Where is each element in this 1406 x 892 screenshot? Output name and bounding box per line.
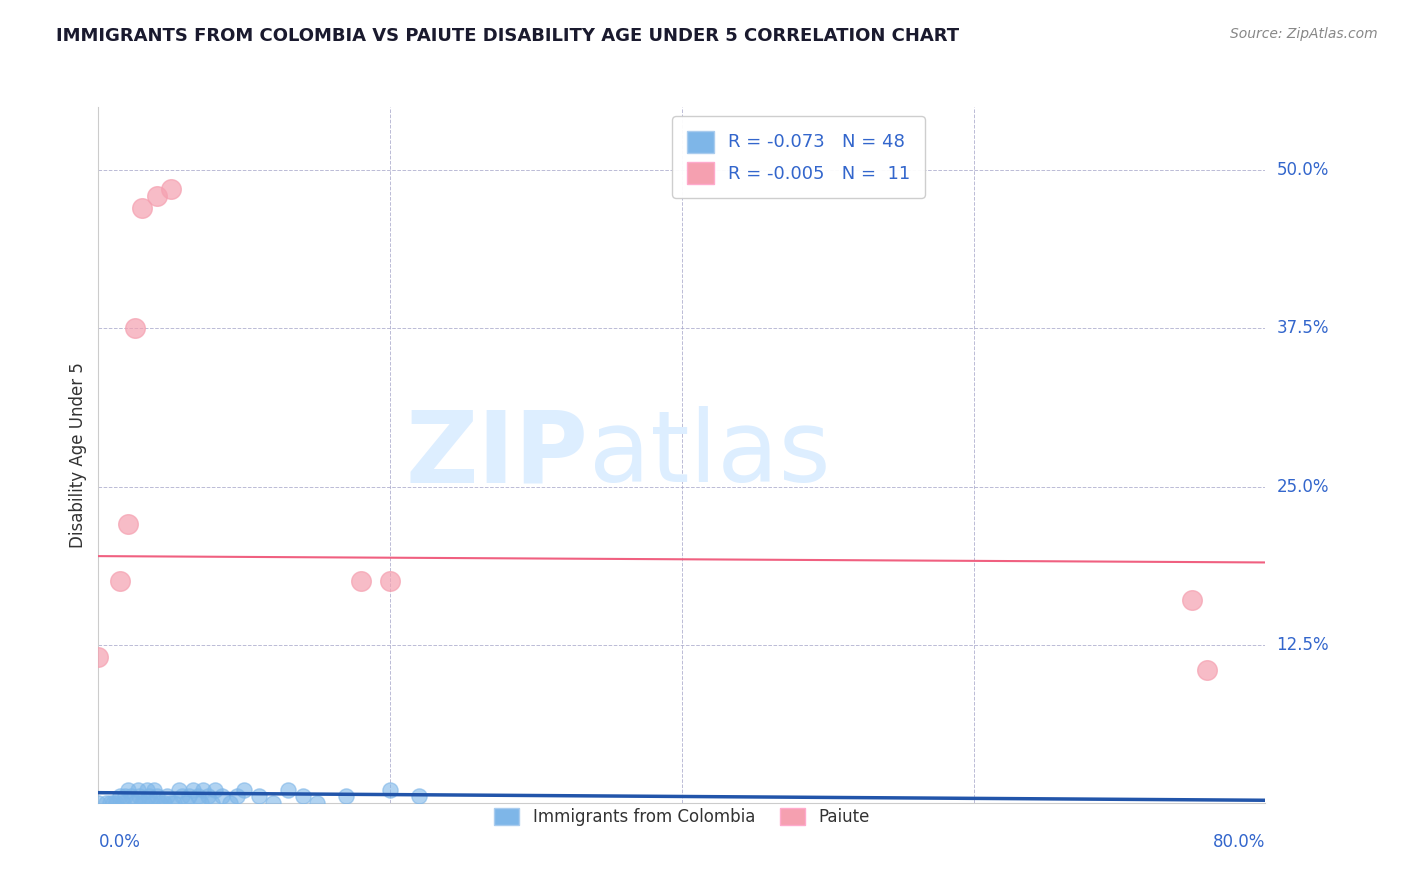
Point	[138, 789, 160, 804]
Text: atlas: atlas	[589, 407, 830, 503]
Point	[170, 789, 193, 804]
Point	[87, 650, 110, 665]
Point	[146, 188, 169, 202]
Point	[112, 796, 135, 810]
Text: Source: ZipAtlas.com: Source: ZipAtlas.com	[1230, 27, 1378, 41]
Text: ZIP: ZIP	[406, 407, 589, 503]
Point	[141, 796, 163, 810]
Point	[177, 789, 200, 804]
Point	[132, 796, 155, 810]
Point	[197, 789, 219, 804]
Point	[190, 796, 212, 810]
Point	[98, 796, 121, 810]
Point	[87, 796, 110, 810]
Point	[142, 783, 165, 797]
Point	[226, 789, 249, 804]
Point	[114, 789, 136, 804]
Point	[110, 789, 132, 804]
Point	[156, 789, 179, 804]
Point	[187, 789, 209, 804]
Point	[160, 182, 183, 196]
Point	[408, 789, 430, 804]
Point	[262, 796, 284, 810]
Point	[124, 796, 146, 810]
Point	[233, 783, 256, 797]
Point	[94, 796, 117, 810]
Point	[120, 789, 142, 804]
Point	[204, 783, 226, 797]
Point	[167, 783, 190, 797]
Text: 12.5%: 12.5%	[1277, 636, 1329, 654]
Point	[127, 783, 149, 797]
Text: 25.0%: 25.0%	[1277, 477, 1329, 496]
Point	[101, 796, 124, 810]
Point	[131, 201, 153, 215]
Point	[128, 789, 150, 804]
Point	[1181, 593, 1204, 607]
Point	[277, 783, 299, 797]
Point	[218, 796, 240, 810]
Point	[307, 796, 329, 810]
Point	[380, 574, 402, 589]
Point	[174, 796, 197, 810]
Text: 0.0%: 0.0%	[98, 833, 141, 851]
Y-axis label: Disability Age Under 5: Disability Age Under 5	[69, 362, 87, 548]
Point	[160, 796, 183, 810]
Point	[201, 796, 224, 810]
Point	[110, 574, 132, 589]
Text: 50.0%: 50.0%	[1277, 161, 1329, 179]
Point	[247, 789, 270, 804]
Point	[149, 796, 172, 810]
Point	[211, 789, 233, 804]
Point	[1195, 663, 1218, 677]
Point	[350, 574, 373, 589]
Point	[335, 789, 357, 804]
Text: 80.0%: 80.0%	[1213, 833, 1265, 851]
Text: 37.5%: 37.5%	[1277, 319, 1329, 337]
Point	[181, 783, 204, 797]
Point	[104, 796, 127, 810]
Point	[163, 796, 186, 810]
Point	[146, 789, 169, 804]
Point	[193, 783, 215, 797]
Point	[153, 796, 176, 810]
Point	[117, 517, 139, 532]
Point	[124, 321, 146, 335]
Point	[291, 789, 314, 804]
Point	[117, 783, 139, 797]
Legend: Immigrants from Colombia, Paiute: Immigrants from Colombia, Paiute	[488, 801, 876, 833]
Point	[131, 796, 153, 810]
Point	[135, 783, 157, 797]
Text: IMMIGRANTS FROM COLOMBIA VS PAIUTE DISABILITY AGE UNDER 5 CORRELATION CHART: IMMIGRANTS FROM COLOMBIA VS PAIUTE DISAB…	[56, 27, 959, 45]
Point	[380, 783, 402, 797]
